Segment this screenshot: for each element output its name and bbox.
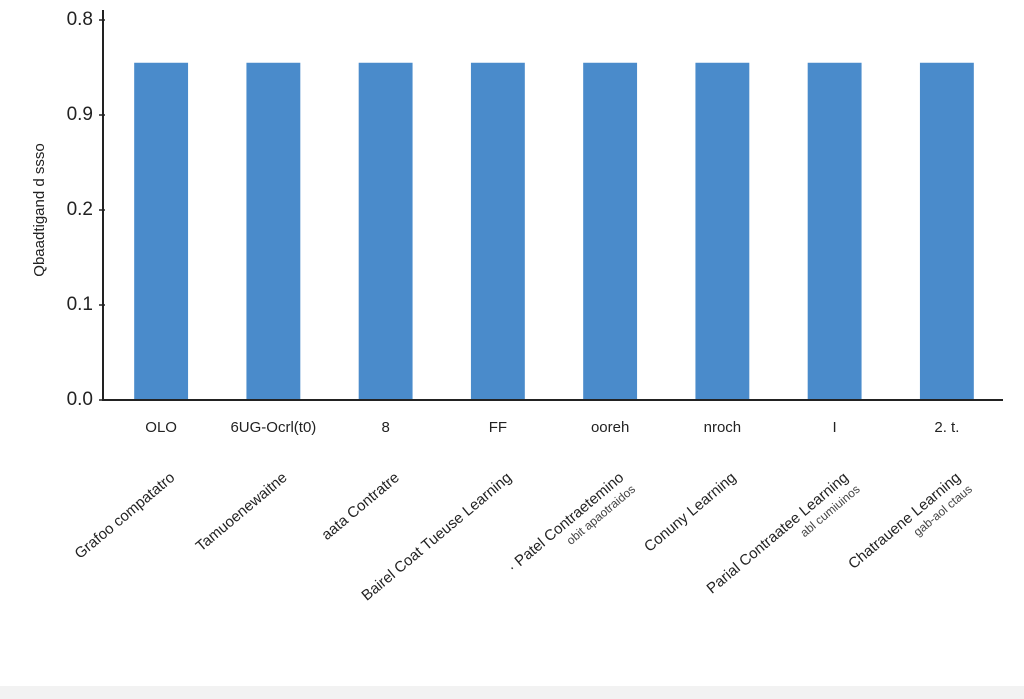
x-description: · Patel Contraetemino: [505, 469, 628, 576]
x-description: Grafoo compatatro: [72, 469, 179, 562]
x-tick-label: 8: [381, 419, 389, 436]
x-description: Conuny Learning: [641, 469, 739, 555]
bar: [246, 62, 301, 400]
bar: [807, 62, 862, 400]
x-tick-label: nroch: [704, 419, 742, 436]
bottom-strip: [0, 686, 1024, 699]
x-description: Chatrauene Learning: [845, 469, 964, 573]
y-axis-label: Qbaadtigand d ssso: [31, 143, 48, 276]
y-tick-label: 0.9: [67, 104, 93, 125]
x-tick-label: OLO: [145, 419, 177, 436]
x-tick-label: 6UG-Ocrl(t0): [230, 419, 316, 436]
x-description: Tamuoenewaitne: [193, 469, 291, 555]
bar: [470, 62, 525, 400]
y-tick-label: 0.2: [67, 199, 93, 220]
x-tick-label: I: [833, 419, 837, 436]
bar: [695, 62, 750, 400]
bar: [919, 62, 974, 400]
bar: [358, 62, 413, 400]
y-tick-label: 0.1: [67, 294, 93, 315]
x-tick-label: FF: [489, 419, 507, 436]
bar: [583, 62, 638, 400]
x-tick-label: 2. t.: [934, 419, 959, 436]
y-tick-label: 0.8: [67, 9, 93, 30]
y-tick-label: 0.0: [67, 389, 93, 410]
x-description: aata Contratre: [318, 469, 402, 544]
bar: [134, 62, 189, 400]
x-tick-label: ooreh: [591, 419, 629, 436]
